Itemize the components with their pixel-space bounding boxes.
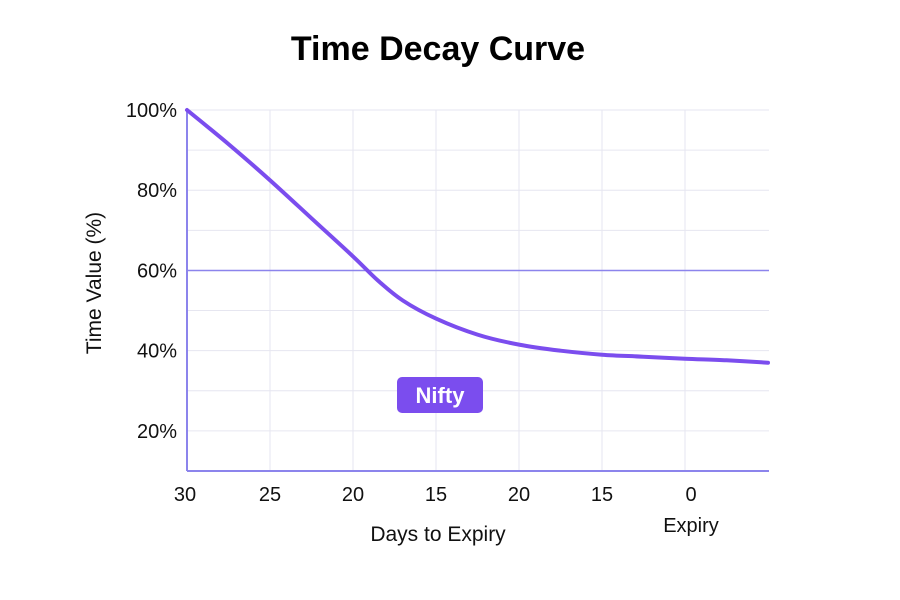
x-tick-label: 15 <box>591 484 613 506</box>
series-label-text: Nifty <box>416 383 466 408</box>
series-label-badge <box>397 377 483 413</box>
series-line-nifty <box>185 108 770 365</box>
x-tick-labels: 30 25 20 15 20 15 0 <box>174 484 697 506</box>
x-tick-label: 30 <box>174 484 196 506</box>
grid-lines <box>187 109 769 471</box>
x-tick-label: 0 <box>685 484 696 506</box>
chart-title: Time Decay Curve <box>290 30 586 68</box>
series-label-nifty: Nifty <box>397 377 483 413</box>
y-tick-label: 60% <box>137 260 177 282</box>
x-axis-title: Days to Expiry <box>370 523 506 546</box>
y-axis-title: Time Value (%) <box>83 212 106 354</box>
x-tick-label: 15 <box>425 484 447 506</box>
y-tick-labels: 100% 80% 60% 40% 20% <box>126 100 177 443</box>
axes <box>186 110 769 472</box>
x-tick-label: 20 <box>342 484 364 506</box>
x-tick-label: 20 <box>508 484 530 506</box>
x-tick-label: 25 <box>259 484 281 506</box>
x-axis-expiry-label: Expiry <box>663 515 719 537</box>
y-tick-label: 40% <box>137 341 177 363</box>
y-tick-label: 100% <box>126 100 177 122</box>
y-tick-label: 20% <box>137 421 177 443</box>
y-tick-label: 80% <box>137 180 177 202</box>
